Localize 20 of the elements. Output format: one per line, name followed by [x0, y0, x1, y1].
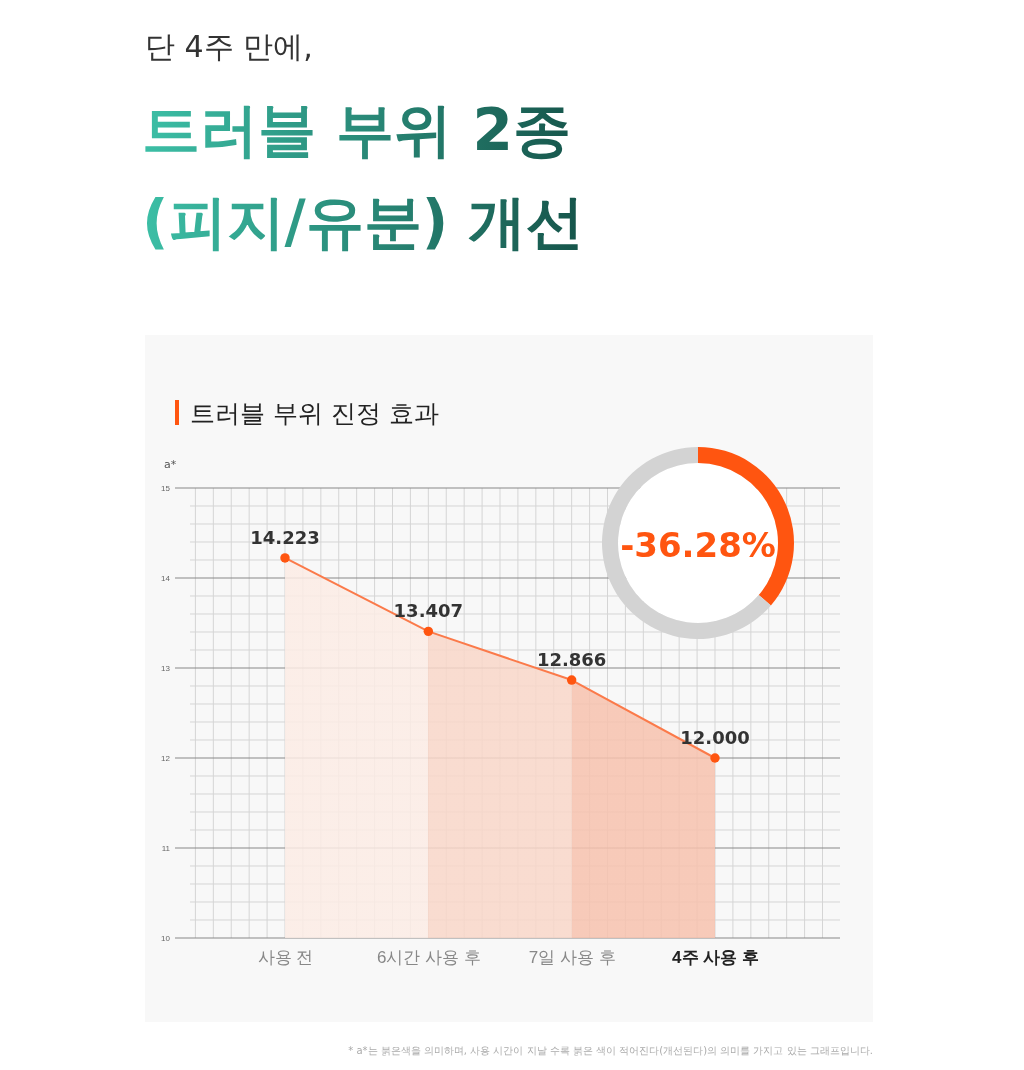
x-tick-label: 사용 전: [257, 948, 314, 967]
annotation: -36.28%: [620, 525, 776, 565]
y-tick-label: 14: [161, 574, 171, 584]
y-tick-label: 11: [161, 844, 171, 854]
y-tick-label: 12: [161, 754, 171, 764]
data-label: 12.866: [536, 649, 607, 671]
data-label: 13.407: [393, 600, 464, 622]
data-label: 12.000: [680, 727, 750, 748]
chart-subtitle: 단 4주 만에,: [145, 29, 313, 64]
y-tick-label: 10: [161, 934, 171, 944]
x-tick-label: 4주 사용 후: [672, 948, 759, 967]
x-tick-label: 7일 사용 후: [528, 948, 616, 967]
y-tick-label: 15: [161, 484, 171, 494]
y-axis-title: a*: [164, 458, 177, 471]
data-label: 14.223: [250, 526, 320, 548]
text: 트러블 부위 진정 효과: [190, 399, 439, 428]
text: * a*는 붉은색을 의미하며, 사용 시간이 지날 수록 붉은 색이 적어진다(개선된다)의 의미를 가지고 있는 그래프입니다.: [348, 1045, 873, 1056]
chart-title: 트러블 부위 2종 (피지/유분) 개선: [142, 96, 585, 256]
y-tick-label: 13: [161, 664, 171, 674]
x-tick-label: 6시간 사용 후: [376, 948, 481, 967]
